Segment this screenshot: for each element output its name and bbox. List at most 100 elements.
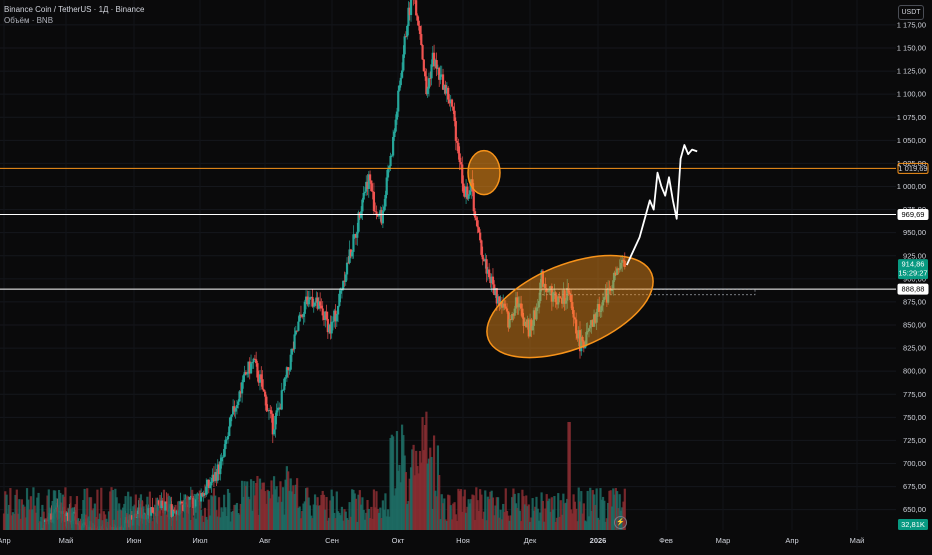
candle bbox=[479, 233, 481, 241]
candle bbox=[260, 374, 262, 379]
price-tick-label: 1 050,00 bbox=[897, 136, 926, 145]
candle bbox=[293, 334, 295, 349]
candle bbox=[457, 143, 459, 154]
candle bbox=[332, 322, 334, 323]
candle bbox=[427, 89, 429, 95]
candle bbox=[418, 21, 420, 26]
candle bbox=[281, 390, 283, 409]
candle bbox=[373, 192, 375, 211]
candle bbox=[274, 416, 276, 430]
time-tick-label: Окт bbox=[392, 536, 405, 545]
price-tick-label: 650,00 bbox=[903, 505, 926, 514]
candle bbox=[283, 379, 285, 390]
candle bbox=[302, 314, 304, 317]
candle bbox=[492, 277, 494, 285]
candle bbox=[224, 440, 226, 449]
candle bbox=[236, 405, 238, 408]
candle bbox=[291, 349, 293, 355]
candle bbox=[384, 195, 386, 207]
time-tick-label: Сен bbox=[325, 536, 339, 545]
candle bbox=[447, 88, 449, 100]
candle bbox=[290, 355, 292, 370]
candle bbox=[436, 60, 438, 69]
candle bbox=[400, 78, 402, 85]
candle bbox=[313, 306, 315, 307]
candle bbox=[251, 362, 253, 363]
symbol-title[interactable]: Binance Coin / TetherUS · 1Д · Binance bbox=[4, 4, 144, 15]
candle bbox=[255, 359, 257, 363]
time-tick-label: Май bbox=[59, 536, 74, 545]
candle bbox=[314, 303, 316, 306]
candle bbox=[370, 180, 372, 191]
price-tick-label: 825,00 bbox=[903, 344, 926, 353]
candle bbox=[226, 439, 228, 440]
candle bbox=[386, 177, 388, 194]
volume-indicator-label[interactable]: Объём · BNB bbox=[4, 15, 144, 26]
price-tick-label: 700,00 bbox=[903, 459, 926, 468]
currency-button[interactable]: USDT bbox=[898, 5, 924, 20]
price-level-label: 888,88 bbox=[902, 285, 925, 294]
price-tick-label: 800,00 bbox=[903, 367, 926, 376]
candle bbox=[270, 411, 272, 414]
candle bbox=[364, 192, 366, 193]
candle bbox=[382, 211, 384, 224]
candle bbox=[338, 294, 340, 306]
candle bbox=[311, 297, 313, 306]
candle bbox=[221, 458, 223, 462]
candle bbox=[475, 218, 477, 221]
candle bbox=[469, 190, 471, 195]
candle bbox=[304, 302, 306, 314]
candle bbox=[264, 392, 266, 397]
candle bbox=[340, 291, 342, 294]
candle bbox=[363, 193, 365, 200]
time-tick-label: Авг bbox=[259, 536, 271, 545]
candle bbox=[392, 137, 394, 156]
time-tick-label: Фев bbox=[659, 536, 673, 545]
price-tick-label: 1 075,00 bbox=[897, 113, 926, 122]
price-tick-label: 1 150,00 bbox=[897, 44, 926, 53]
candle bbox=[361, 200, 363, 212]
candle bbox=[351, 252, 353, 256]
candle bbox=[356, 232, 358, 238]
time-tick-label: Июн bbox=[126, 536, 141, 545]
candle bbox=[352, 234, 354, 252]
lightning-icon[interactable]: ⚡ bbox=[614, 516, 627, 529]
candle bbox=[480, 240, 482, 255]
candle bbox=[261, 379, 263, 389]
candle bbox=[287, 367, 289, 370]
price-tick-label: 775,00 bbox=[903, 390, 926, 399]
candle bbox=[331, 322, 333, 334]
candle bbox=[151, 507, 153, 513]
candle bbox=[406, 26, 408, 37]
candle bbox=[396, 112, 398, 120]
candle bbox=[276, 410, 278, 416]
candle bbox=[423, 59, 425, 71]
candle bbox=[265, 397, 267, 411]
time-tick-label: Май bbox=[850, 536, 865, 545]
candle bbox=[209, 485, 211, 487]
candle bbox=[439, 75, 441, 80]
candle bbox=[389, 156, 391, 166]
candle bbox=[263, 389, 265, 391]
candle bbox=[308, 300, 310, 305]
candle bbox=[210, 482, 212, 486]
candle bbox=[229, 417, 231, 427]
candle bbox=[256, 363, 258, 377]
candle bbox=[387, 169, 389, 177]
candle bbox=[285, 377, 287, 378]
time-tick-label: 2026 bbox=[590, 536, 607, 545]
candle bbox=[398, 85, 400, 90]
price-tick-label: 675,00 bbox=[903, 482, 926, 491]
candle bbox=[451, 100, 453, 107]
candle bbox=[322, 308, 324, 315]
price-tick-label: 1 125,00 bbox=[897, 67, 926, 76]
candle bbox=[455, 121, 457, 141]
volume-badge-label: 32,81K bbox=[901, 520, 925, 529]
candle bbox=[430, 64, 432, 78]
candle bbox=[404, 36, 406, 54]
candle bbox=[428, 78, 430, 88]
current-price-label: 914,86 bbox=[902, 260, 925, 269]
candle bbox=[336, 314, 338, 321]
